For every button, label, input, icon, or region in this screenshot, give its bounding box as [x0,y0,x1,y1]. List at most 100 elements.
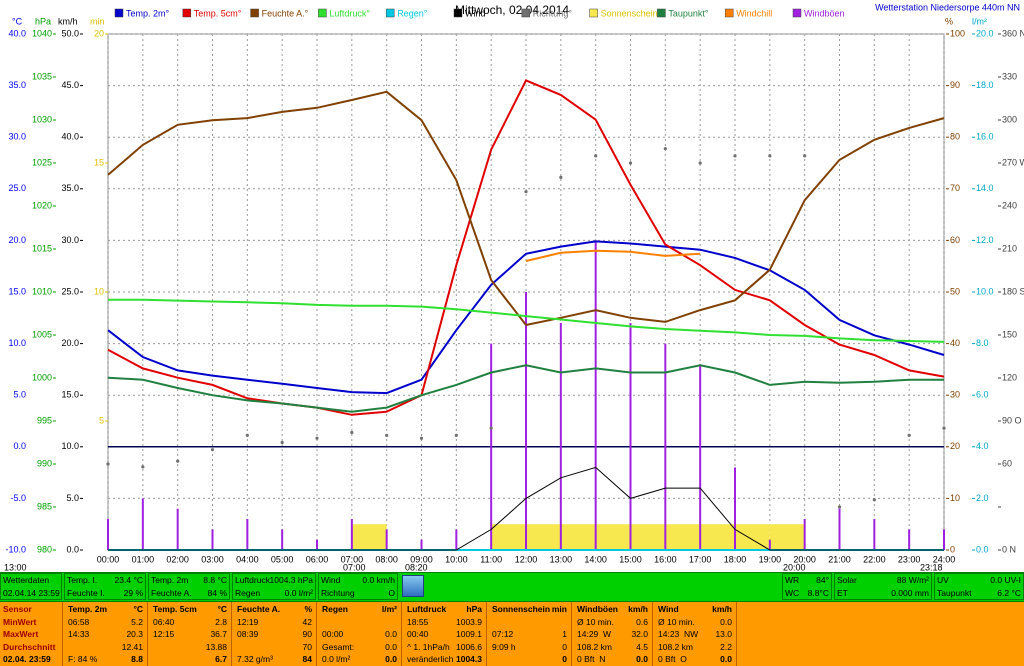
stat-value: 1 [562,629,567,639]
stat-value: 0.0 [385,641,397,652]
column-box [318,602,402,666]
chart-title: Mittwoch, 02.04.2014 [455,3,569,17]
y-tick-label: 180 S [1002,286,1024,296]
x-tick-label: 04:00 [236,554,259,564]
stat-label: Ø 10 min. [658,616,695,627]
y-tick-label: 30.0 [61,235,79,245]
stat-value: 6.7 [215,654,227,664]
y-tick-label: 5.0 [13,390,26,400]
current-value: 88 W/m² [896,575,929,585]
y-tick-label: 1035 [32,71,52,81]
y-tick-label: -10.0 [5,544,26,554]
y-tick-label: 12.0 [976,235,994,245]
column-box [654,602,737,666]
current-value: 0.0 l/m² [284,588,313,598]
current-label: Feuchte A. [151,588,192,598]
y-tick-label: 985 [37,501,52,511]
y-tick-label: 20 [950,441,960,451]
current-label: Taupunkt [937,588,972,598]
y-tick-label: 1000 [32,372,52,382]
stat-value: 0 [562,654,567,664]
direction-dot [385,433,389,437]
series-line [107,79,945,416]
y-tick-label: 210 [1002,243,1017,253]
stat-value: 1003.9 [456,616,482,627]
annotation: 08:20 [405,562,428,572]
stat-label: 0.0 l/m² [322,654,351,664]
legend-swatch [521,8,531,18]
legend-swatch [385,8,395,18]
y-tick-label: 1030 [32,114,52,124]
row-name: Durchschnitt [3,641,56,652]
legend-swatch [250,8,259,18]
stat-value: 0.0 [720,616,732,627]
legend-label: Taupunkt° [668,8,709,18]
stat-label: Temp. 2m [68,604,108,614]
y-tick-label: 120 [1002,372,1017,382]
axis-unit: km/h [58,16,78,26]
stat-label: 00:00 [322,629,344,639]
direction-dot [315,436,319,440]
current-label: WR [785,575,800,585]
direction-dot [141,465,145,469]
sunshine-block [560,524,596,550]
axis-unit: hPa [35,16,51,26]
direction-dot [524,190,528,194]
x-tick-label: 20:00 [793,554,816,564]
y-tick-label: 1010 [32,286,52,296]
stat-label: 108.2 km [658,641,693,652]
stat-label: 00:40 [407,629,429,639]
y-tick-label: 330 [1002,71,1017,81]
y-tick-label: 60 [1002,458,1012,468]
legend-swatch [318,8,327,18]
legend-label: Wind [465,8,486,18]
chart: Mittwoch, 02.04.2014 Wetterstation Niede… [4,2,1024,572]
current-cell: Wetterdaten [3,575,50,585]
x-tick-label: 05:00 [271,554,294,564]
axis-unit: min [90,16,105,26]
current-value: 84° [816,575,829,585]
y-tick-label: 25.0 [8,183,26,193]
direction-dot [454,433,458,437]
x-tick-label: 17:00 [689,554,712,564]
stat-value: 2.2 [720,641,732,652]
y-tick-label: 90 O [1002,415,1022,425]
stat-label: Regen [322,604,348,614]
current-value: O [388,588,395,598]
y-tick-label: 15 [94,157,104,167]
y-tick-label: 60 [950,235,960,245]
row-name: 02.04. 23:59 [3,654,51,664]
y-tick-label: 25.0 [61,286,79,296]
current-label: Temp. 2m [151,575,189,585]
annotation: 23:18 [920,562,943,572]
current-cell: 02.04.14 23:59 [3,588,60,598]
section-box [834,573,932,600]
sunshine-block [491,524,526,550]
stat-label: 12:15 [153,629,175,639]
current-label: UV [937,575,949,585]
stat-label: Luftdruck [407,604,447,614]
series-line [108,298,945,343]
legend-swatch [589,8,598,18]
legend-label: Regen° [397,8,428,18]
legend-label: Temp. 5cm° [194,8,242,18]
stat-label: 7.32 g/m³ [237,654,273,664]
y-tick-label: 40.0 [61,132,79,142]
direction-dot [350,430,354,435]
y-tick-label: 0.0 [66,544,79,554]
y-tick-label: 5.0 [66,493,79,503]
row-name: MinWert [3,616,37,627]
y-tick-label: 0 N [1002,544,1016,554]
current-value: 84 % [207,588,227,598]
current-label: ET [837,588,848,598]
sunshine-block [595,524,631,550]
y-tick-label: 150 [1002,329,1017,339]
column-box [233,602,317,666]
stat-value: hPa [466,604,482,614]
section-box [148,573,230,600]
column-box [573,602,653,666]
stat-value: 13.0 [715,629,732,639]
y-tick-label: 10.0 [8,338,26,348]
annotation: 13:00 [4,562,27,572]
stat-label: 9:09 h [492,641,516,652]
